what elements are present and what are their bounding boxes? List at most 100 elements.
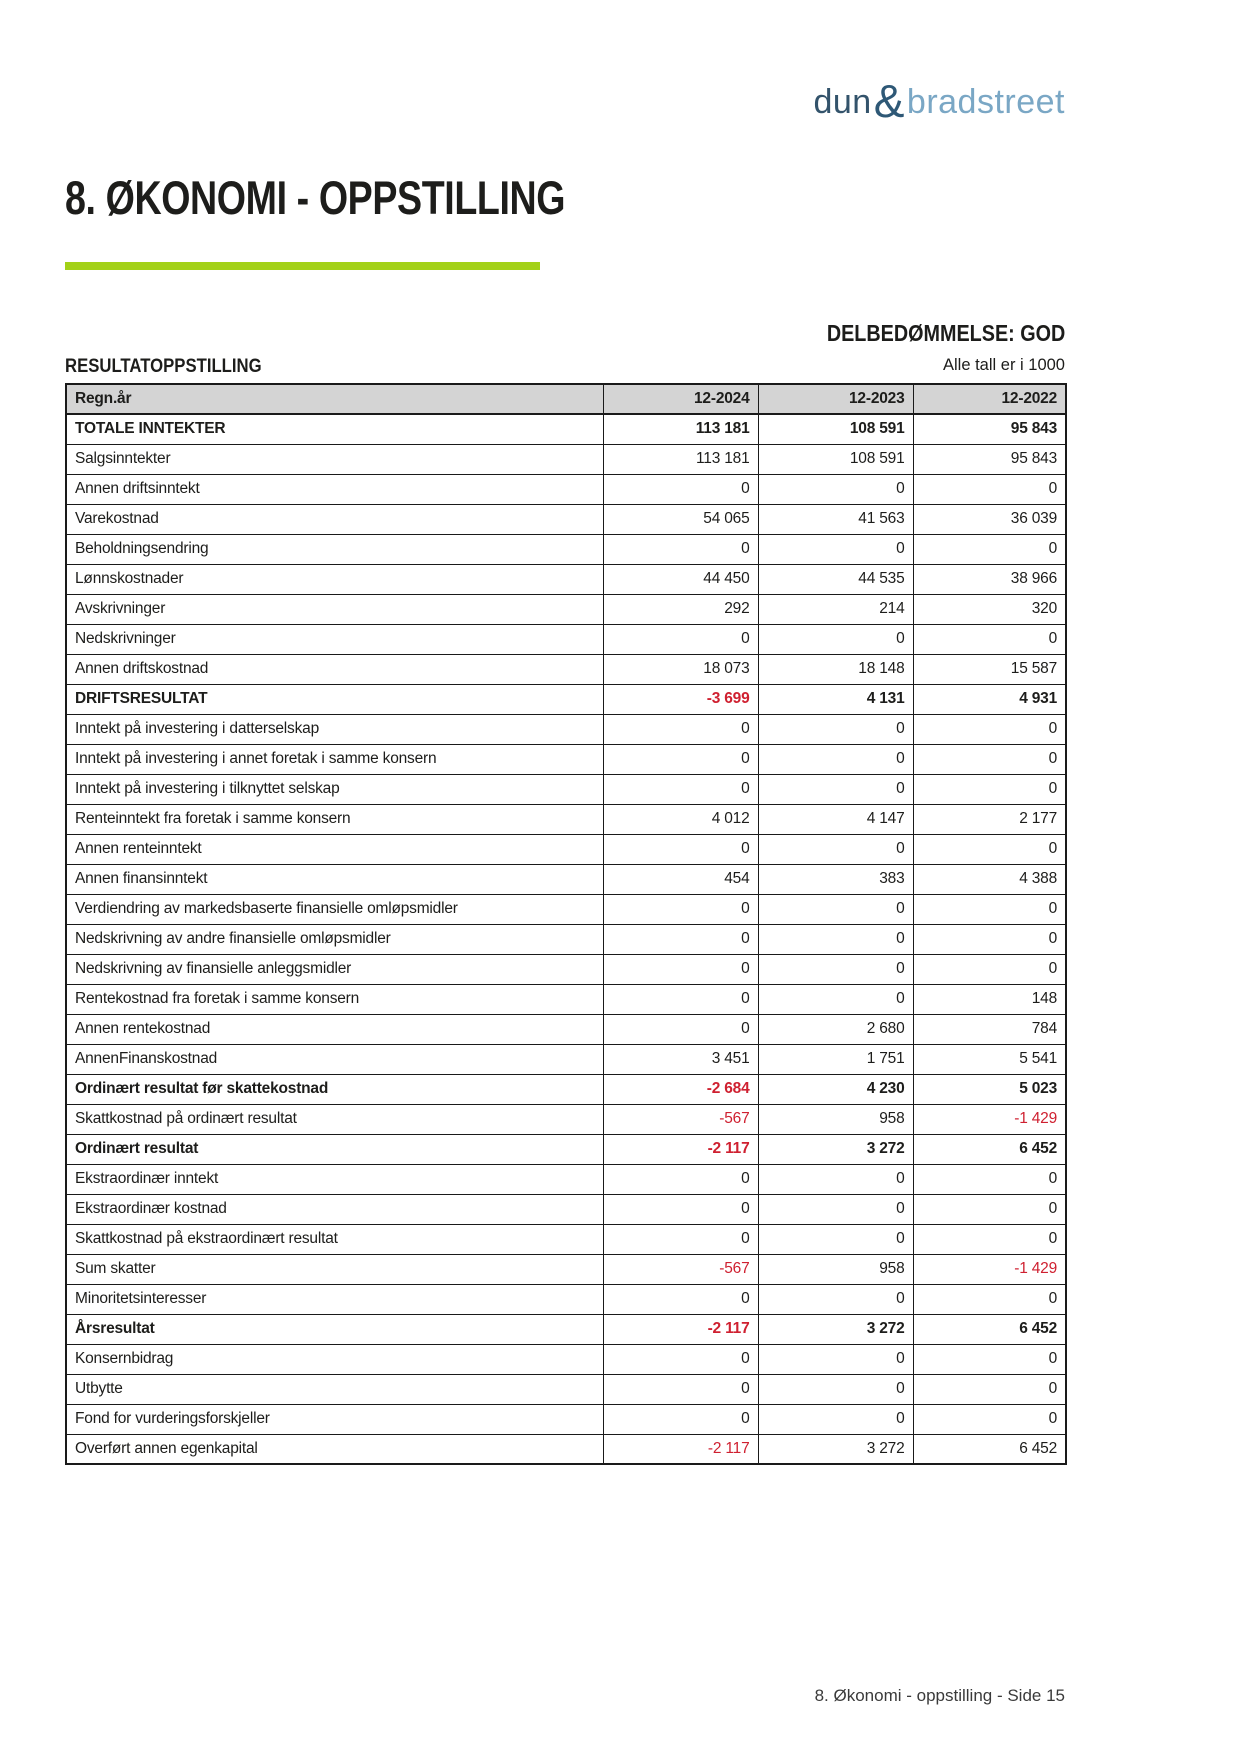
row-value: 0	[912, 923, 1067, 955]
row-label: Varekostnad	[65, 503, 604, 535]
table-row: Sum skatter -567 958 -1 429	[65, 1253, 1067, 1285]
row-value: 0	[757, 1343, 914, 1375]
table-header-row: Regn.år 12-2024 12-2023 12-2022	[65, 383, 1067, 415]
table-row: Inntekt på investering i tilknyttet sels…	[65, 773, 1067, 805]
row-value: 0	[602, 1403, 759, 1435]
row-value: 0	[602, 743, 759, 775]
table-row: Utbytte 0 0 0	[65, 1373, 1067, 1405]
row-value: 0	[757, 473, 914, 505]
row-value: 0	[757, 713, 914, 745]
row-label: Beholdningsendring	[65, 533, 604, 565]
title-accent-bar	[65, 262, 540, 270]
table-row: Renteinntekt fra foretak i samme konsern…	[65, 803, 1067, 835]
row-value: 0	[757, 1223, 914, 1255]
table-row: Ordinært resultat før skattekostnad -2 68…	[65, 1073, 1067, 1105]
row-label: Annen driftskostnad	[65, 653, 604, 685]
table-row: Annen rentekostnad 0 2 680 784	[65, 1013, 1067, 1045]
row-value: -567	[602, 1103, 759, 1135]
row-label: Overført annen egenkapital	[65, 1433, 604, 1465]
row-value: 0	[757, 1163, 914, 1195]
row-value: 0	[757, 1193, 914, 1225]
row-label: Nedskrivning av andre finansielle omløps…	[65, 923, 604, 955]
row-value: 0	[602, 473, 759, 505]
row-value: 2 177	[912, 803, 1067, 835]
row-value: -2 117	[602, 1433, 759, 1465]
table-row: AnnenFinanskostnad 3 451 1 751 5 541	[65, 1043, 1067, 1075]
row-label: Minoritetsinteresser	[65, 1283, 604, 1315]
row-label: Fond for vurderingsforskjeller	[65, 1403, 604, 1435]
row-value: 5 541	[912, 1043, 1067, 1075]
table-row: TOTALE INNTEKTER 113 181 108 591 95 843	[65, 413, 1067, 445]
row-value: 2 680	[757, 1013, 914, 1045]
row-value: 0	[912, 473, 1067, 505]
table-row: Skattkostnad på ekstraordinært resultat 0…	[65, 1223, 1067, 1255]
row-value: 0	[912, 773, 1067, 805]
row-label: Renteinntekt fra foretak i samme konsern	[65, 803, 604, 835]
row-value: 0	[912, 623, 1067, 655]
row-value: 454	[602, 863, 759, 895]
assessment-label: DELBEDØMMELSE: GOD	[826, 320, 1065, 346]
row-label: Årsresultat	[65, 1313, 604, 1345]
row-value: 0	[602, 773, 759, 805]
column-header-label: Regn.år	[65, 383, 604, 415]
row-value: 0	[602, 893, 759, 925]
row-value: 0	[602, 1013, 759, 1045]
row-label: Avskrivninger	[65, 593, 604, 625]
table-row: Verdiendring av markedsbaserte finansiel…	[65, 893, 1067, 925]
dun-bradstreet-logo: dun&bradstreet	[813, 70, 1065, 127]
table-row: Rentekostnad fra foretak i samme konsern…	[65, 983, 1067, 1015]
row-value: 0	[602, 1343, 759, 1375]
row-value: 292	[602, 593, 759, 625]
row-value: 0	[757, 923, 914, 955]
table-row: Salgsinntekter 113 181 108 591 95 843	[65, 443, 1067, 475]
row-value: 0	[757, 743, 914, 775]
table-row: Inntekt på investering i annet foretak i…	[65, 743, 1067, 775]
row-label: Inntekt på investering i annet foretak i…	[65, 743, 604, 775]
row-value: 0	[602, 1163, 759, 1195]
row-value: 4 012	[602, 803, 759, 835]
row-value: 113 181	[602, 413, 759, 445]
row-value: 3 272	[757, 1133, 914, 1165]
table-row: DRIFTSRESULTAT -3 699 4 131 4 931	[65, 683, 1067, 715]
row-label: Konsernbidrag	[65, 1343, 604, 1375]
row-value: 0	[757, 983, 914, 1015]
row-value: -2 117	[602, 1313, 759, 1345]
table-row: Inntekt på investering i datterselskap 0 0…	[65, 713, 1067, 745]
row-label: Annen renteinntekt	[65, 833, 604, 865]
row-label: Sum skatter	[65, 1253, 604, 1285]
row-value: 784	[912, 1013, 1067, 1045]
row-value: 36 039	[912, 503, 1067, 535]
row-label: DRIFTSRESULTAT	[65, 683, 604, 715]
section-title: RESULTATOPPSTILLING	[65, 356, 262, 377]
column-header-year-2024: 12-2024	[602, 383, 759, 415]
row-value: 0	[757, 533, 914, 565]
row-value: 0	[602, 953, 759, 985]
row-label: Salgsinntekter	[65, 443, 604, 475]
row-value: 0	[602, 623, 759, 655]
row-value: 0	[602, 983, 759, 1015]
row-value: 4 931	[912, 683, 1067, 715]
row-value: 0	[757, 1283, 914, 1315]
row-value: 320	[912, 593, 1067, 625]
row-label: TOTALE INNTEKTER	[65, 413, 604, 445]
row-value: 0	[602, 533, 759, 565]
row-value: 18 148	[757, 653, 914, 685]
table-row: Annen finansinntekt 454 383 4 388	[65, 863, 1067, 895]
row-value: 0	[912, 1403, 1067, 1435]
row-label: Utbytte	[65, 1373, 604, 1405]
table-row: Annen driftskostnad 18 073 18 148 15 587	[65, 653, 1067, 685]
row-value: -2 117	[602, 1133, 759, 1165]
row-value: 0	[602, 833, 759, 865]
table-row: Avskrivninger 292 214 320	[65, 593, 1067, 625]
row-label: AnnenFinanskostnad	[65, 1043, 604, 1075]
row-value: 0	[912, 743, 1067, 775]
table-row: Konsernbidrag 0 0 0	[65, 1343, 1067, 1375]
logo-text-dun: dun	[813, 83, 872, 121]
row-value: 3 272	[757, 1313, 914, 1345]
row-value: 0	[602, 1373, 759, 1405]
row-value: 15 587	[912, 653, 1067, 685]
table-row: Skattkostnad på ordinært resultat -567 958…	[65, 1103, 1067, 1135]
row-value: 4 388	[912, 863, 1067, 895]
row-value: 0	[602, 1283, 759, 1315]
